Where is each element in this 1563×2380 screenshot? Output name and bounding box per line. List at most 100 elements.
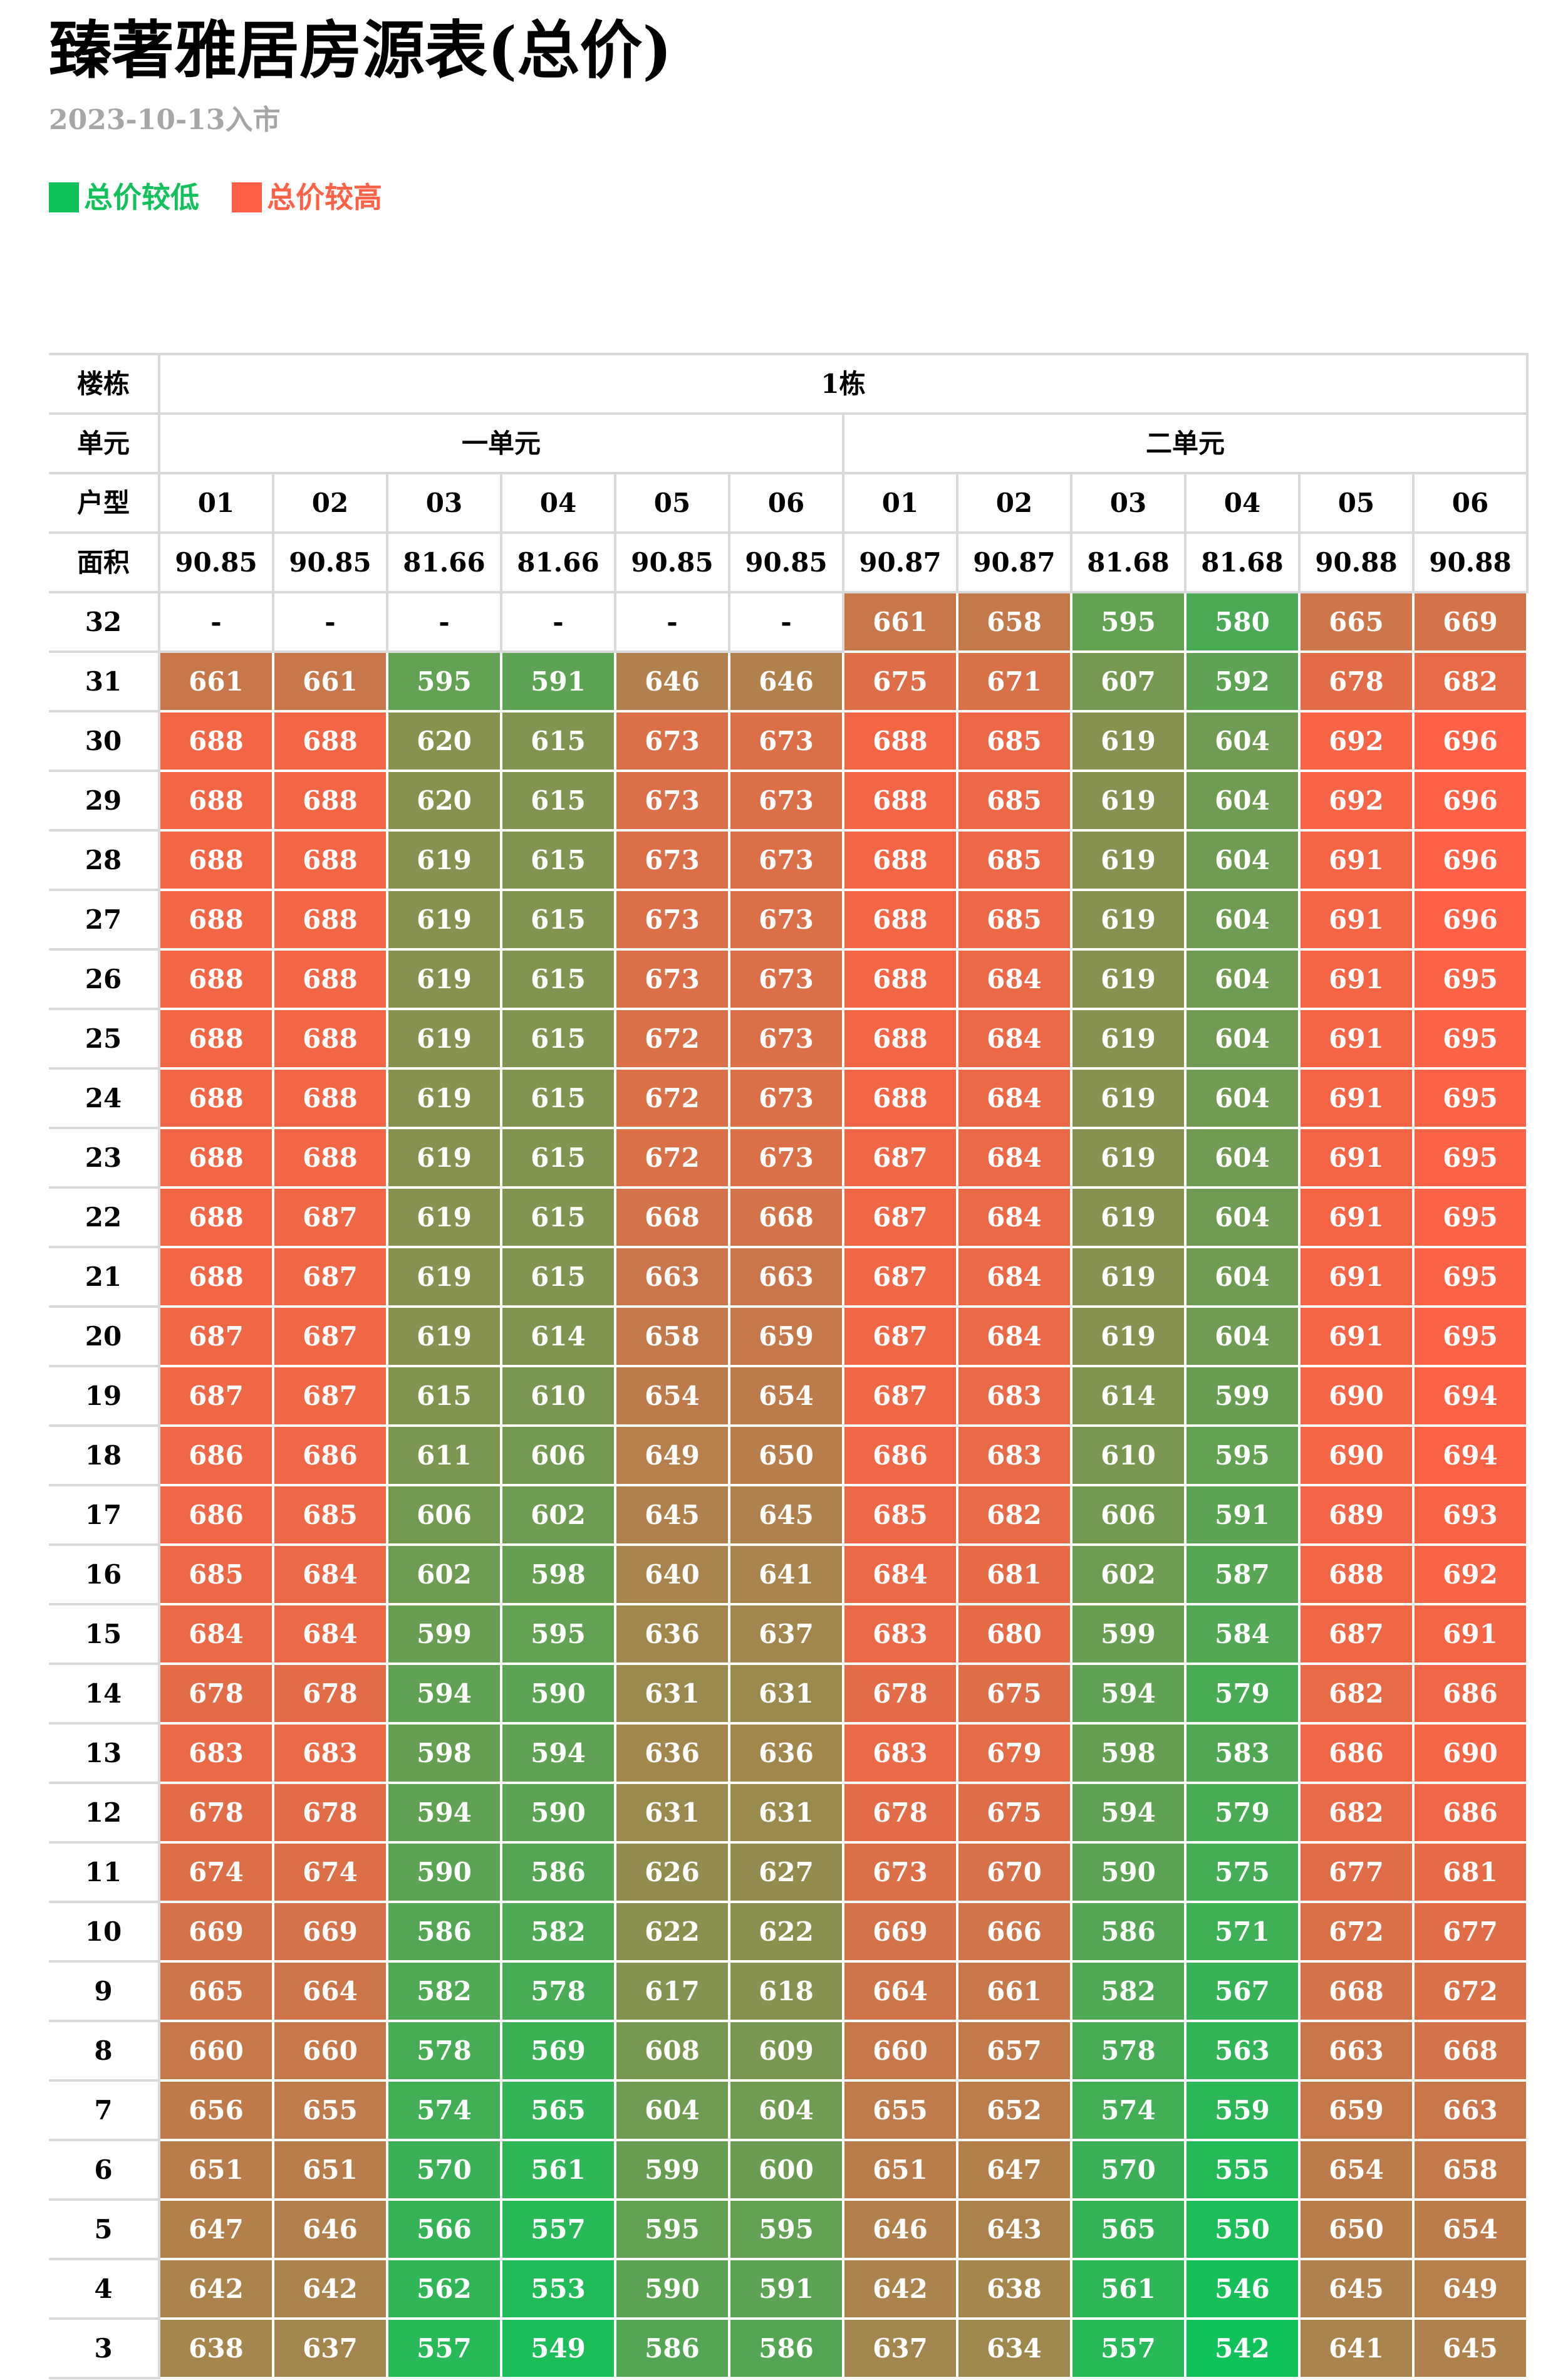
price-cell: 645 [1298,2258,1415,2320]
price-cell: 642 [158,2258,274,2320]
price-cell: 688 [842,770,958,832]
price-cell: 685 [842,1484,958,1546]
price-cell: 688 [272,770,388,832]
price-cell: 688 [158,829,274,891]
price-cell: 688 [158,770,274,832]
price-cell: 619 [1070,770,1187,832]
price-cell: 549 [500,2317,616,2379]
price-cell: 688 [158,1008,274,1070]
price-cell: 645 [614,1484,730,1546]
price-cell: 604 [1184,1008,1301,1070]
price-cell: 685 [158,1543,274,1605]
floor-label: 22 [49,1186,160,1248]
price-cell: 646 [272,2198,388,2260]
floor-row: 26 688 688 619 615 673 673 688 684 619 604 691 695 [49,948,1529,1010]
floor-label: 23 [49,1127,160,1189]
price-cell: 696 [1412,889,1529,951]
floor-label: 29 [49,770,160,832]
price-cell: 586 [500,1841,616,1903]
price-cell: 660 [842,2020,958,2082]
price-cell: 688 [272,829,388,891]
price-cell: 677 [1412,1901,1529,1963]
price-cell: 688 [272,1127,388,1189]
price-cell: 658 [956,591,1072,653]
price-cell: 578 [500,1960,616,2022]
unit-type-cell: 01 [842,472,958,534]
price-cell: 684 [956,1246,1072,1308]
price-cell: 626 [614,1841,730,1903]
price-cell: 619 [386,889,502,951]
price-cell: 687 [842,1365,958,1427]
unit-type-cell: 03 [1070,472,1187,534]
price-cell: 688 [272,948,388,1010]
price-cell: 688 [842,1008,958,1070]
unit-name: 二单元 [842,412,1529,474]
price-cell: 688 [158,1067,274,1129]
price-cell: 604 [1184,829,1301,891]
price-cell: 686 [272,1424,388,1486]
price-cell: 615 [500,1127,616,1189]
area-cell: 90.85 [272,531,388,593]
price-cell: 619 [1070,948,1187,1010]
floor-row: 18 686 686 611 606 649 650 686 683 610 595 690 694 [49,1424,1529,1486]
price-cell: 604 [1184,889,1301,951]
floor-row: 4 642 642 562 553 590 591 642 638 561 546 645 649 [49,2258,1529,2320]
price-cell: 654 [728,1365,844,1427]
price-cell: 678 [158,1662,274,1725]
price-cell: 688 [158,948,274,1010]
price-cell: 663 [728,1246,844,1308]
price-cell: 606 [386,1484,502,1546]
unit-type-cell: 04 [500,472,616,534]
price-cell: 590 [500,1662,616,1725]
price-cell: 618 [728,1960,844,2022]
price-cell: 682 [1298,1662,1415,1725]
price-cell: 655 [842,2079,958,2141]
price-cell: 599 [386,1603,502,1665]
price-cell: 688 [272,1067,388,1129]
price-cell: 688 [842,1067,958,1129]
unit-type-cell: 01 [158,472,274,534]
price-cell: 684 [956,1305,1072,1367]
price-cell: 688 [158,710,274,772]
price-cell: 673 [614,948,730,1010]
price-cell: 663 [1412,2079,1529,2141]
price-cell: 595 [614,2198,730,2260]
price-cell: 604 [728,2079,844,2141]
price-cell: 656 [158,2079,274,2141]
price-cell: 563 [1184,2020,1301,2082]
price-cell: 627 [728,1841,844,1903]
floor-row: 20 687 687 619 614 658 659 687 684 619 604 691 695 [49,1305,1529,1367]
price-cell: 591 [500,650,616,712]
price-cell: 687 [1298,1603,1415,1665]
price-cell: 686 [1412,1782,1529,1844]
price-cell: 619 [386,1067,502,1129]
price-cell: 696 [1412,710,1529,772]
area-cell: 81.68 [1184,531,1301,593]
floor-row: 11 674 674 590 586 626 627 673 670 590 575 677 681 [49,1841,1529,1903]
unit-type-cell: 05 [1298,472,1415,534]
price-cell: 688 [842,829,958,891]
price-cell: 658 [614,1305,730,1367]
price-cell: 688 [272,889,388,951]
price-cell: 683 [272,1722,388,1784]
price-cell: 673 [728,829,844,891]
price-cell: 578 [386,2020,502,2082]
price-cell: 598 [386,1722,502,1784]
price-cell: 619 [1070,1008,1187,1070]
price-cell: - [614,591,730,653]
price-cell: 619 [386,948,502,1010]
area-cell: 81.66 [500,531,616,593]
price-cell: 619 [386,1186,502,1248]
price-cell: 664 [272,1960,388,2022]
price-cell: 663 [1298,2020,1415,2082]
price-cell: 555 [1184,2139,1301,2201]
floor-row: 8 660 660 578 569 608 609 660 657 578 563 663 668 [49,2020,1529,2082]
price-cell: 683 [158,1722,274,1784]
price-cell: 620 [386,770,502,832]
price-cell: 559 [1184,2079,1301,2141]
price-cell: 615 [500,889,616,951]
floor-label: 14 [49,1662,160,1725]
price-cell: 661 [158,650,274,712]
price-cell: 691 [1298,1246,1415,1308]
unit-row: 单元 一单元 二单元 [49,412,1529,474]
